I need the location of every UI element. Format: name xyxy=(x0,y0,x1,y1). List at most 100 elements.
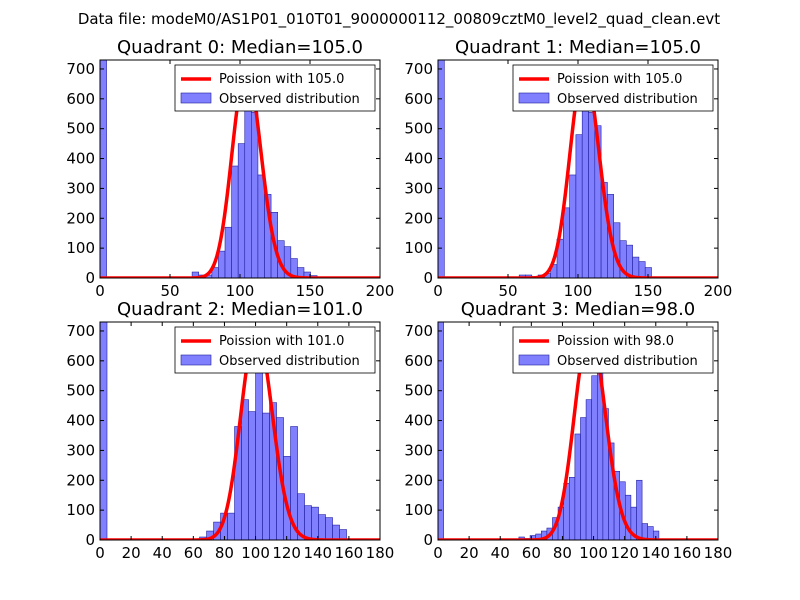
q0-xtick-label-3: 150 xyxy=(296,282,325,300)
q0-ytick-label-6: 600 xyxy=(66,90,95,108)
q2-bar-19 xyxy=(325,517,333,540)
q0-bar-0 xyxy=(100,60,107,278)
q2-bar-0 xyxy=(100,322,108,540)
q3-ytick-label-1: 100 xyxy=(404,501,433,519)
q2-ytick-label-2: 200 xyxy=(66,471,95,489)
q1-ytick-label-4: 400 xyxy=(404,150,433,168)
q2-title: Quadrant 2: Median=101.0 xyxy=(117,299,363,320)
q2-ytick-label-0: 0 xyxy=(85,531,95,549)
q0-xtick-label-4: 200 xyxy=(366,282,395,300)
q2-bar-20 xyxy=(332,524,340,540)
q0-bar-10 xyxy=(251,111,259,278)
q1-legend-label-0: Poission with 105.0 xyxy=(557,72,682,87)
q2-legend-box xyxy=(174,326,376,374)
q0-xtick-label-2: 100 xyxy=(226,282,255,300)
q0-ytick-label-1: 100 xyxy=(66,239,95,257)
q0-ytick-label-3: 300 xyxy=(66,179,95,197)
q2-bar-8 xyxy=(248,411,256,540)
q3-axes-frame xyxy=(437,321,719,541)
q2-bar-16 xyxy=(304,505,312,540)
q2-ytick-label-7: 700 xyxy=(66,322,95,340)
q2-xtick-label-8: 160 xyxy=(335,544,364,562)
q1-xtick-label-4: 200 xyxy=(704,282,733,300)
q3-ytick-label-0: 0 xyxy=(423,531,433,549)
q0-xtick-label-0: 0 xyxy=(95,282,105,300)
q3-legend-bar-swatch xyxy=(518,354,550,366)
q2-ytick-label-3: 300 xyxy=(66,441,95,459)
q3-bar-0 xyxy=(438,322,444,540)
q1-ytick-label-7: 700 xyxy=(404,60,433,78)
q1-legend-box xyxy=(512,64,714,112)
figure-suptitle: Data file: modeM0/AS1P01_010T01_90000001… xyxy=(78,10,720,29)
q3-title: Quadrant 3: Median=98.0 xyxy=(461,299,696,320)
q3-bar-14 xyxy=(591,375,598,540)
q3-xtick-label-8: 160 xyxy=(673,544,702,562)
q2-bar-10 xyxy=(262,412,270,540)
q2-bar-5 xyxy=(227,512,235,540)
q0-bar-7 xyxy=(231,165,239,278)
q0-bar-8 xyxy=(237,143,246,278)
q3-xtick-label-4: 80 xyxy=(553,544,572,562)
q1-ytick-label-5: 500 xyxy=(404,120,433,138)
q3-xtick-label-2: 40 xyxy=(491,544,510,562)
q1-ytick-label-1: 100 xyxy=(404,239,433,257)
q2-xtick-label-4: 80 xyxy=(215,544,234,562)
q3-poisson-curve xyxy=(438,328,718,540)
q3-bar-11 xyxy=(574,433,581,540)
q0-title: Quadrant 0: Median=105.0 xyxy=(117,37,363,58)
q1-bar-0 xyxy=(438,60,445,278)
q1-bar-9 xyxy=(569,174,577,278)
q3-xtick-label-6: 120 xyxy=(610,544,639,562)
q2-xtick-label-5: 100 xyxy=(241,544,270,562)
q2-xtick-label-0: 0 xyxy=(95,544,105,562)
q3-xtick-label-7: 140 xyxy=(641,544,670,562)
q2-ytick-label-1: 100 xyxy=(66,501,95,519)
q3-xtick-label-3: 60 xyxy=(522,544,541,562)
q2-bar-7 xyxy=(241,399,249,540)
q3-bar-10 xyxy=(568,476,576,540)
q0-panel: Quadrant 0: Median=105.0 0 50 100 150 200 0 100… xyxy=(66,37,394,300)
q2-ytick-label-4: 400 xyxy=(66,412,95,430)
q3-xtick-label-0: 0 xyxy=(433,544,443,562)
q3-ytick-label-5: 500 xyxy=(404,382,433,400)
q2-bar-18 xyxy=(318,514,326,540)
q3-legend-label-0: Poission with 98.0 xyxy=(557,334,674,349)
q0-ytick-label-5: 500 xyxy=(66,120,95,138)
q1-bar-12 xyxy=(588,111,596,278)
q0-legend-box xyxy=(174,64,376,112)
q0-ytick-label-4: 400 xyxy=(66,150,95,168)
q1-xtick-label-2: 100 xyxy=(564,282,593,300)
q1-ytick-label-3: 300 xyxy=(404,179,433,197)
q2-legend-label-1: Observed distribution xyxy=(219,354,360,369)
q3-xtick-label-1: 20 xyxy=(460,544,479,562)
q1-ytick-label-6: 600 xyxy=(404,90,433,108)
q3-legend-box xyxy=(512,326,714,374)
q3-panel: Quadrant 3: Median=98.0 0 20 40 60 80 100 120 14… xyxy=(404,299,732,562)
q3-ytick-label-7: 700 xyxy=(404,322,433,340)
q3-ytick-label-3: 300 xyxy=(404,441,433,459)
q1-xtick-label-1: 50 xyxy=(498,282,517,300)
q3-bar-12 xyxy=(580,417,587,540)
q2-axes-frame xyxy=(99,321,381,541)
q0-bar-11 xyxy=(257,174,265,278)
q2-ytick-label-5: 500 xyxy=(66,382,95,400)
q0-ytick-label-0: 0 xyxy=(85,269,95,287)
q2-legend-bar-swatch xyxy=(180,354,212,366)
q0-legend-bar-swatch xyxy=(180,92,212,104)
q1-ytick-label-2: 200 xyxy=(404,209,433,227)
q3-legend-label-1: Observed distribution xyxy=(557,354,698,369)
q0-bar-9 xyxy=(244,98,252,278)
q2-xtick-label-6: 120 xyxy=(272,544,301,562)
q3-ytick-label-6: 600 xyxy=(404,352,433,370)
q2-ytick-label-6: 600 xyxy=(66,352,95,370)
q2-panel: Quadrant 2: Median=101.00 20 40 60 80 100 120 1… xyxy=(66,299,394,562)
q1-legend-label-1: Observed distribution xyxy=(557,92,698,107)
q2-bar-17 xyxy=(311,506,319,540)
q1-ytick-label-0: 0 xyxy=(423,269,433,287)
q1-bar-19 xyxy=(632,256,640,278)
q2-legend-label-0: Poission with 101.0 xyxy=(219,334,344,349)
q0-bar-6 xyxy=(224,226,232,278)
q1-xtick-label-3: 150 xyxy=(634,282,663,300)
q2-xtick-label-9: 180 xyxy=(366,544,395,562)
